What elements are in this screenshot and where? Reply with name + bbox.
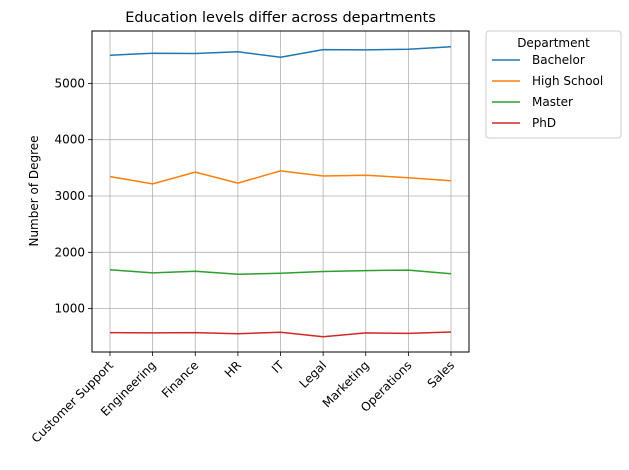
y-tick-label: 1000	[54, 302, 85, 316]
series-line-bachelor	[109, 46, 452, 58]
y-tick-label: 5000	[54, 76, 85, 90]
series-line-master	[109, 269, 452, 276]
legend-entry-label: Bachelor	[532, 53, 585, 67]
series-line-high-school	[109, 170, 452, 185]
x-tick-label: Finance	[159, 358, 201, 400]
legend: Department Bachelor High School Master PhD	[485, 30, 622, 139]
x-tick-label: IT	[269, 358, 287, 376]
x-tick-label: Legal	[297, 358, 330, 391]
legend-entry-label: High School	[532, 74, 603, 88]
legend-entry-label: PhD	[532, 116, 556, 130]
chart-title: Education levels differ across departmen…	[125, 10, 436, 26]
series-line-phd	[109, 331, 452, 338]
x-tick-label: HR	[222, 358, 244, 380]
x-tick-label: Sales	[425, 358, 457, 390]
legend-entry-label: Master	[532, 95, 573, 109]
legend-title: Department	[517, 36, 590, 50]
grid-lines	[92, 31, 469, 352]
legend-frame	[485, 30, 622, 139]
series-lines	[109, 46, 452, 338]
x-tick-label: Customer Support	[29, 358, 117, 446]
y-axis-label: Number of Degree	[27, 135, 41, 246]
y-tick-label: 3000	[54, 189, 85, 203]
y-tick-label: 2000	[54, 245, 85, 259]
y-tick-label: 4000	[54, 133, 85, 147]
